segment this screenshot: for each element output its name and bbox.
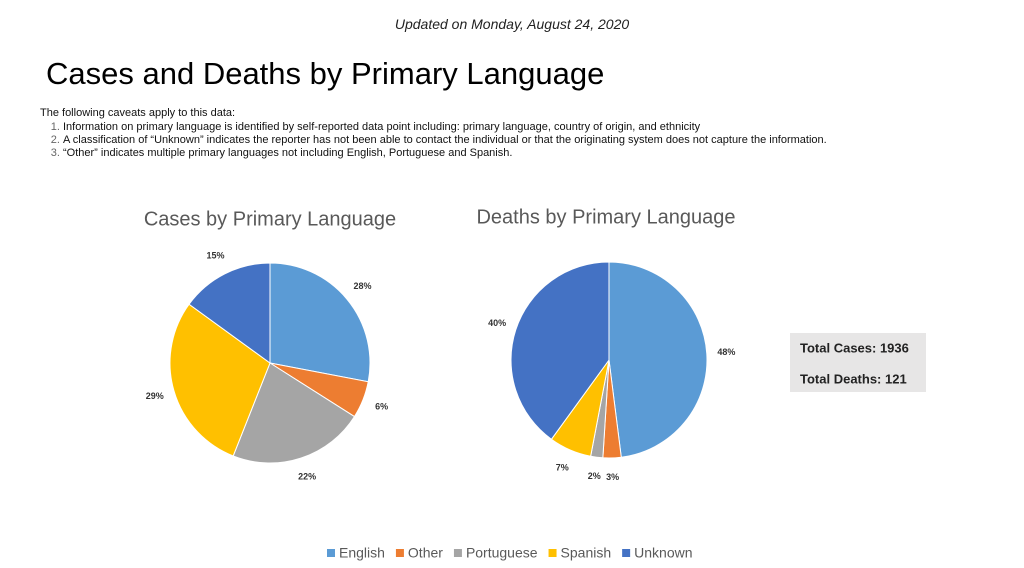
slice-label: 2% [588, 471, 601, 481]
legend-swatch [327, 549, 335, 557]
pie-slice [188, 262, 271, 364]
slice-label: 7% [556, 462, 569, 472]
legend-swatch [548, 549, 557, 557]
pie-slice [608, 261, 708, 458]
slice-label: 15% [207, 250, 225, 260]
pie-slice [269, 262, 371, 383]
caveats-intro: The following caveats apply to this data… [40, 107, 236, 119]
totals-box [790, 333, 926, 392]
legend-label: English [339, 545, 385, 561]
updated-date: Updated on Monday, August 24, 2020 [394, 16, 630, 32]
legend-swatch [453, 549, 462, 557]
slice-label: 48% [717, 347, 735, 357]
total-cases: Total Cases: 1936 [800, 340, 909, 355]
pie-slice [510, 261, 610, 440]
caveat: “Other” indicates multiple primary langu… [63, 147, 827, 159]
legend-label: Other [408, 545, 443, 561]
caveats-list: Information on primary language is ident… [40, 121, 827, 159]
caveats: The following caveats apply to this data… [40, 107, 827, 160]
caveat: A classification of “Unknown” indicates … [63, 134, 827, 146]
slice-label: 22% [298, 472, 316, 482]
total-deaths: Total Deaths: 121 [800, 371, 907, 386]
legend-label: Portuguese [466, 545, 538, 561]
pie-slice [232, 362, 356, 464]
legend-swatch [622, 549, 631, 557]
slice-label: 3% [606, 472, 619, 482]
legend-label: Spanish [561, 545, 612, 561]
slice-label: 6% [375, 402, 388, 412]
slice-label: 29% [146, 391, 164, 401]
chart-title: Deaths by Primary Language [476, 206, 735, 228]
page-title: Cases and Deaths by Primary Language [46, 56, 605, 91]
caveat: Information on primary language is ident… [63, 121, 827, 133]
slice-label: 28% [353, 281, 371, 291]
pie-slice [169, 303, 271, 457]
legend-swatch [395, 549, 404, 557]
slice-label: 40% [488, 318, 506, 328]
chart-title: Cases by Primary Language [144, 208, 396, 230]
legend-label: Unknown [634, 545, 692, 561]
